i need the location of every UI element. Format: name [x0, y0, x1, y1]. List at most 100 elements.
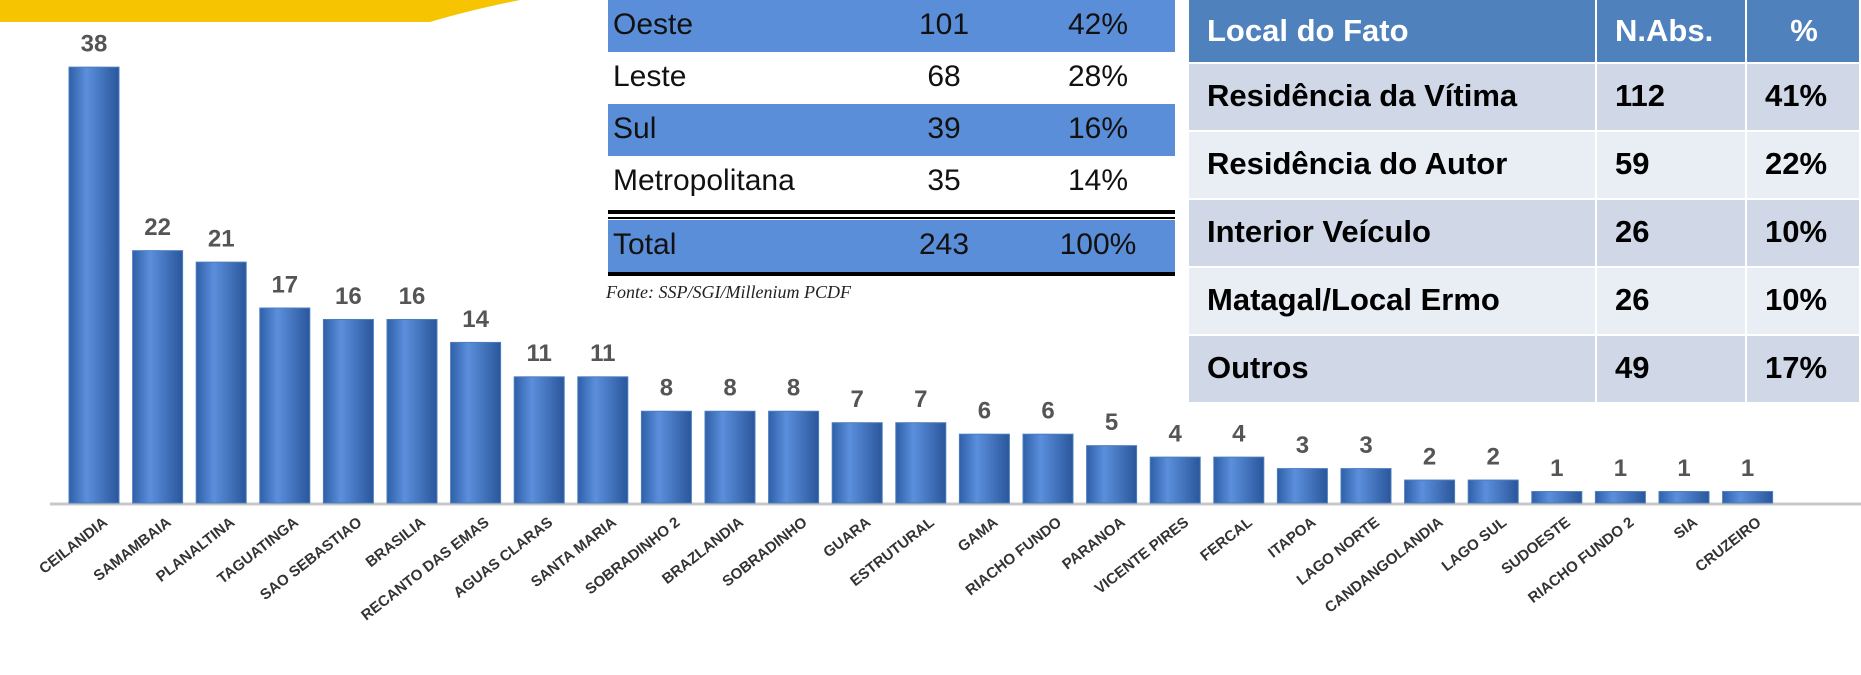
bar [768, 410, 820, 504]
table-cell: Matagal/Local Ermo [1207, 282, 1500, 317]
bar [68, 66, 120, 504]
x-tick-label: CANDANGOLANDIA [1322, 514, 1447, 617]
table-cell-bg [1747, 64, 1859, 130]
table-cell: Oeste [613, 8, 693, 41]
bar [513, 376, 565, 504]
table-cell: 17% [1765, 350, 1827, 385]
value-label: 11 [590, 340, 615, 367]
x-tick-label: CRUZEIRO [1692, 514, 1764, 576]
table-cell: 101 [919, 8, 969, 41]
x-tick-label: RIACHO FUNDO 2 [1525, 514, 1637, 607]
table-cell: 49 [1615, 350, 1649, 385]
table-header: N.Abs. [1615, 13, 1713, 48]
value-label: 8 [723, 375, 736, 402]
table-cell: 14% [1068, 164, 1128, 197]
table-cell: 39 [927, 112, 960, 145]
value-label: 2 [1423, 443, 1436, 470]
table-header-cell [1189, 0, 1595, 62]
table-cell: 26 [1615, 282, 1649, 317]
table-row [608, 156, 1175, 208]
table-cell-bg [1597, 336, 1745, 402]
value-label: 22 [144, 214, 171, 241]
table-cell: 28% [1068, 60, 1128, 93]
value-label: 16 [335, 283, 362, 310]
bar [1086, 445, 1138, 504]
table-cell-bg [1189, 64, 1595, 130]
bar [1722, 491, 1774, 504]
bar [450, 341, 502, 504]
x-tick-label: GAMA [955, 514, 1002, 556]
table-cell-bg [1597, 200, 1745, 266]
table-cell-bg [1189, 132, 1595, 198]
table-cell-bg [1747, 336, 1859, 402]
value-label: 17 [271, 271, 298, 298]
bar [1531, 491, 1583, 504]
table-row [608, 52, 1175, 104]
bar [1404, 479, 1456, 504]
value-label: 6 [978, 398, 991, 425]
bar [895, 422, 947, 504]
table-header-cell [1747, 0, 1859, 62]
value-label: 2 [1487, 443, 1500, 470]
table-cell-bg [1597, 64, 1745, 130]
value-label: 1 [1677, 455, 1690, 482]
rule [608, 272, 1175, 276]
table-cell: 42% [1068, 8, 1128, 41]
value-label: 8 [787, 375, 800, 402]
bar [640, 410, 692, 504]
table-cell: 10% [1765, 282, 1827, 317]
value-label: 14 [462, 306, 489, 333]
table-cell: 59 [1615, 146, 1649, 181]
table-cell: Residência da Vítima [1207, 78, 1518, 113]
table-total-row [608, 220, 1175, 272]
value-label: 3 [1296, 432, 1309, 459]
bar [195, 261, 247, 504]
table-cell-bg [1189, 336, 1595, 402]
value-label: 7 [914, 386, 927, 413]
bar [1022, 433, 1074, 504]
value-label: 6 [1041, 398, 1054, 425]
value-label: 5 [1105, 409, 1118, 436]
value-label: 4 [1169, 420, 1183, 447]
table-cell: 22% [1765, 146, 1827, 181]
table-cell: Leste [613, 60, 686, 93]
table-cell: 243 [919, 228, 969, 261]
table-row [608, 104, 1175, 156]
table-cell: 68 [927, 60, 960, 93]
table-cell: 16% [1068, 112, 1128, 145]
table-cell-bg [1189, 200, 1595, 266]
table-header: % [1790, 13, 1818, 48]
value-label: 8 [660, 375, 673, 402]
x-tick-label: RECANTO DAS EMAS [358, 514, 492, 624]
table-header: Local do Fato [1207, 13, 1409, 48]
bar [704, 410, 756, 504]
table-cell-bg [1597, 132, 1745, 198]
bar [1149, 456, 1201, 504]
bar [831, 422, 883, 504]
value-label: 7 [851, 386, 864, 413]
table-cell-bg [1189, 268, 1595, 334]
table-cell-bg [1747, 200, 1859, 266]
bar [1276, 468, 1328, 504]
table-cell: Sul [613, 112, 656, 145]
table-cell: Interior Veículo [1207, 214, 1431, 249]
table-cell: 35 [927, 164, 960, 197]
value-label: 3 [1359, 432, 1372, 459]
table-cell: Total [613, 228, 676, 261]
table-cell: 100% [1060, 228, 1137, 261]
bar [386, 318, 438, 504]
decor-stripe [0, 0, 520, 22]
table-row [608, 0, 1175, 52]
bar [1213, 456, 1265, 504]
value-label: 1 [1614, 455, 1627, 482]
table-cell: 41% [1765, 78, 1827, 113]
value-label: 1 [1550, 455, 1563, 482]
table-cell: 26 [1615, 214, 1649, 249]
table-cell: Outros [1207, 350, 1309, 385]
bar [1594, 491, 1646, 504]
value-label: 38 [81, 30, 108, 57]
table-cell-bg [1747, 132, 1859, 198]
value-label: 1 [1741, 455, 1754, 482]
